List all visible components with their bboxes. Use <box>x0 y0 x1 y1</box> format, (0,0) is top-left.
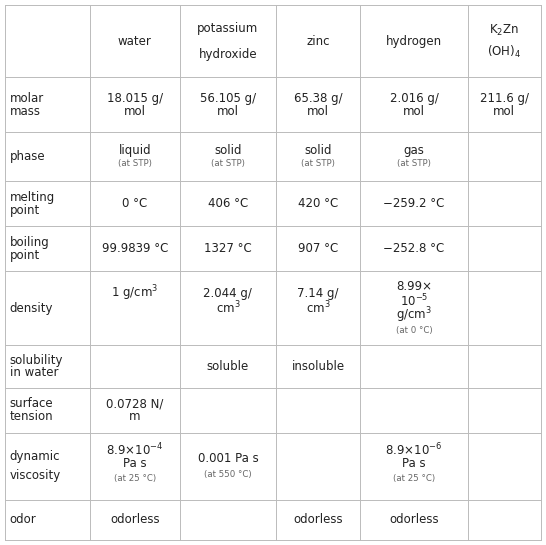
Text: mol: mol <box>217 105 239 118</box>
Text: odorless: odorless <box>389 513 439 526</box>
Text: solubility: solubility <box>10 354 63 367</box>
Text: 2.044 g/: 2.044 g/ <box>204 287 252 300</box>
Text: (at STP): (at STP) <box>397 159 431 168</box>
Text: Pa s: Pa s <box>123 457 147 470</box>
Text: 420 °C: 420 °C <box>298 197 338 210</box>
Text: mol: mol <box>493 105 515 118</box>
Text: dynamic: dynamic <box>10 450 60 463</box>
Text: 0 °C: 0 °C <box>122 197 147 210</box>
Text: zinc: zinc <box>306 35 330 48</box>
Text: soluble: soluble <box>207 360 249 373</box>
Text: gas: gas <box>403 144 424 157</box>
Text: 56.105 g/: 56.105 g/ <box>200 92 256 105</box>
Text: solid: solid <box>214 144 242 157</box>
Text: (at 25 °C): (at 25 °C) <box>393 474 435 483</box>
Text: (at STP): (at STP) <box>118 159 152 168</box>
Text: 8.9×10$^{-4}$: 8.9×10$^{-4}$ <box>106 442 163 458</box>
Text: −252.8 °C: −252.8 °C <box>383 242 444 255</box>
Text: 10$^{-5}$: 10$^{-5}$ <box>400 293 428 309</box>
Text: mol: mol <box>307 105 329 118</box>
Text: odor: odor <box>10 513 37 526</box>
Text: 2.016 g/: 2.016 g/ <box>390 92 438 105</box>
Text: insoluble: insoluble <box>292 360 345 373</box>
Text: 1 g/cm$^3$: 1 g/cm$^3$ <box>111 283 158 303</box>
Text: in water: in water <box>10 366 58 379</box>
Text: odorless: odorless <box>293 513 343 526</box>
Text: mol: mol <box>403 105 425 118</box>
Text: tension: tension <box>10 410 54 423</box>
Text: (at 0 °C): (at 0 °C) <box>396 326 432 335</box>
Text: (at STP): (at STP) <box>211 159 245 168</box>
Text: 1327 °C: 1327 °C <box>204 242 252 255</box>
Text: point: point <box>10 249 40 262</box>
Text: m: m <box>129 410 141 423</box>
Text: 0.001 Pa s: 0.001 Pa s <box>198 452 258 465</box>
Text: 211.6 g/: 211.6 g/ <box>480 92 529 105</box>
Text: odorless: odorless <box>110 513 159 526</box>
Text: g/cm$^3$: g/cm$^3$ <box>396 306 432 325</box>
Text: liquid: liquid <box>118 144 151 157</box>
Text: K$_2$Zn: K$_2$Zn <box>489 23 519 38</box>
Text: 907 °C: 907 °C <box>298 242 338 255</box>
Text: point: point <box>10 203 40 216</box>
Text: density: density <box>10 301 54 314</box>
Text: (at STP): (at STP) <box>301 159 335 168</box>
Text: hydroxide: hydroxide <box>199 48 257 61</box>
Text: solid: solid <box>304 144 332 157</box>
Text: molar: molar <box>10 92 44 105</box>
Text: cm$^3$: cm$^3$ <box>216 300 240 317</box>
Text: 406 °C: 406 °C <box>208 197 248 210</box>
Text: 7.14 g/: 7.14 g/ <box>298 287 339 300</box>
Text: 18.015 g/: 18.015 g/ <box>107 92 163 105</box>
Text: 65.38 g/: 65.38 g/ <box>294 92 342 105</box>
Text: potassium: potassium <box>197 22 259 35</box>
Text: mol: mol <box>124 105 146 118</box>
Text: 8.9×10$^{-6}$: 8.9×10$^{-6}$ <box>385 442 443 458</box>
Text: mass: mass <box>10 105 41 118</box>
Text: water: water <box>118 35 152 48</box>
Text: 0.0728 N/: 0.0728 N/ <box>106 397 164 410</box>
Text: (at 550 °C): (at 550 °C) <box>204 470 252 479</box>
Text: viscosity: viscosity <box>10 469 61 482</box>
Text: melting: melting <box>10 191 55 204</box>
Text: (at 25 °C): (at 25 °C) <box>114 474 156 483</box>
Text: boiling: boiling <box>10 236 50 249</box>
Text: (OH)$_4$: (OH)$_4$ <box>487 44 521 60</box>
Text: 99.9839 °C: 99.9839 °C <box>102 242 168 255</box>
Text: 8.99×: 8.99× <box>396 280 432 293</box>
Text: surface: surface <box>10 397 54 410</box>
Text: −259.2 °C: −259.2 °C <box>383 197 445 210</box>
Text: phase: phase <box>10 150 45 164</box>
Text: cm$^3$: cm$^3$ <box>306 300 330 317</box>
Text: hydrogen: hydrogen <box>386 35 442 48</box>
Text: Pa s: Pa s <box>402 457 426 470</box>
